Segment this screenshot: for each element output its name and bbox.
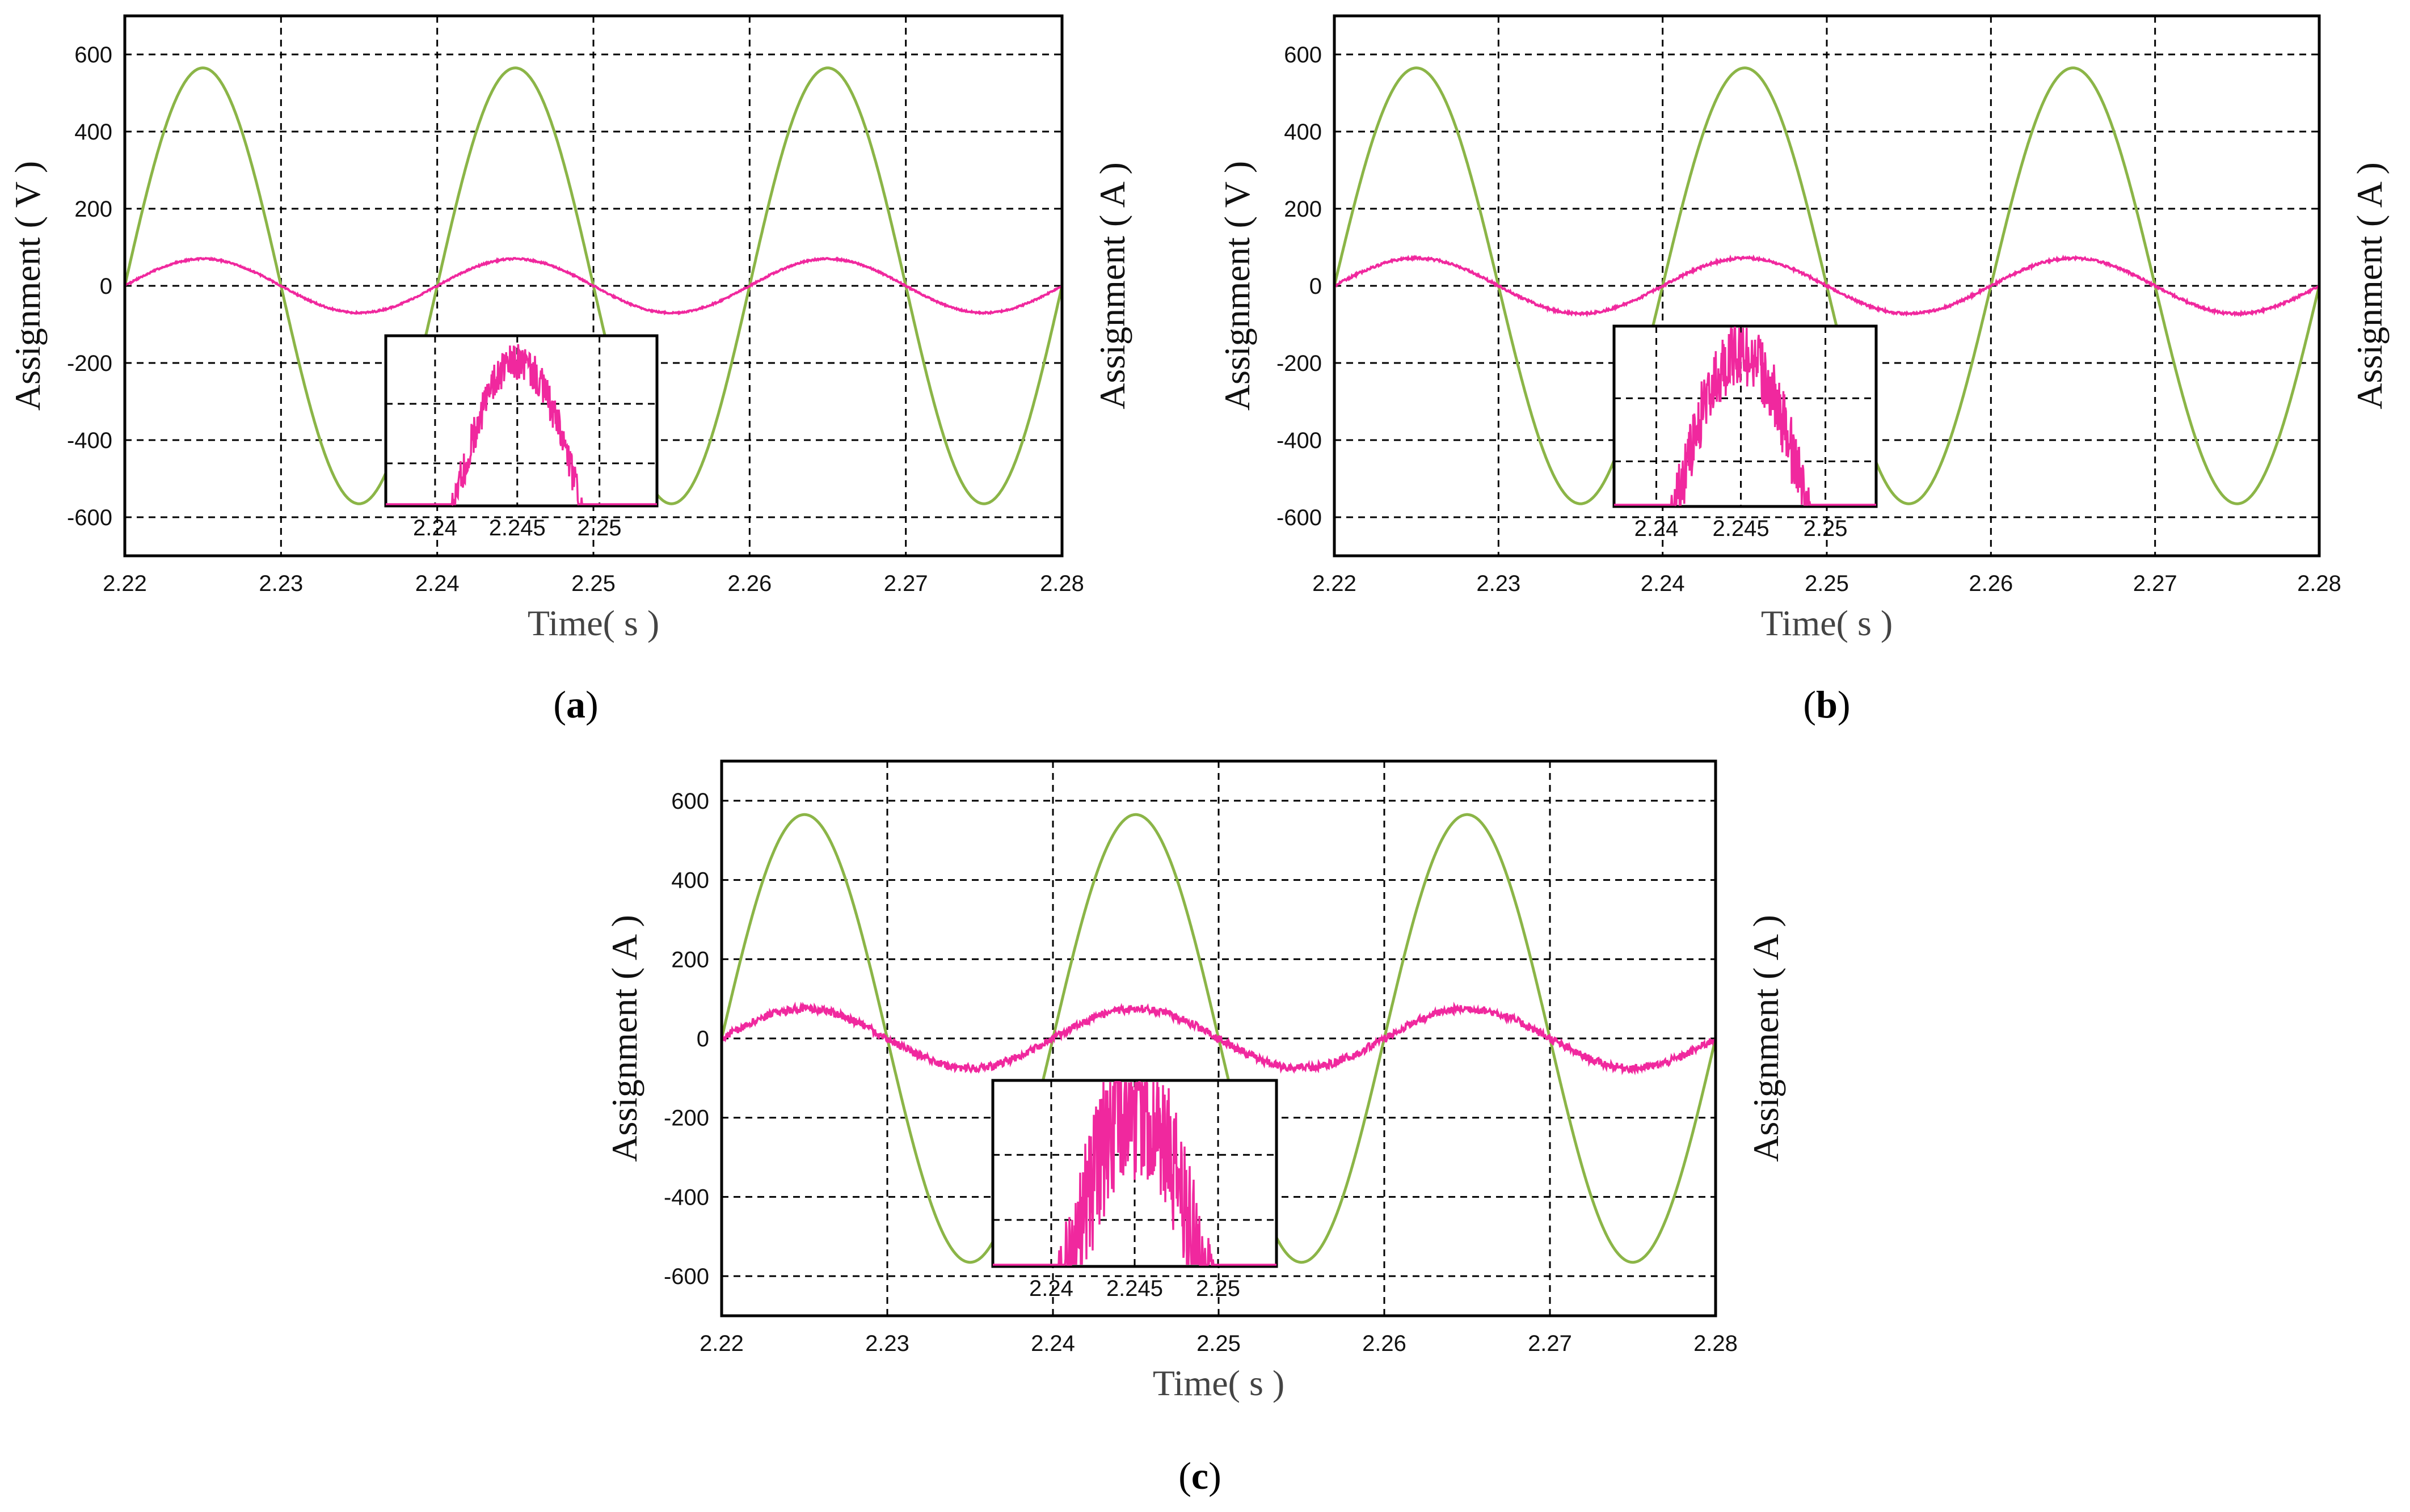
inset-current-line [993,1081,1276,1266]
x-tick-label: 2.26 [727,571,772,596]
inset-tick-label: 2.25 [1804,516,1848,541]
y-tick-label: -200 [664,1106,709,1131]
chart-panel-b: 2.24 2.245 2.25 2.22 2.23 2.24 2.25 2.26 2.27 2.2… [1217,14,2390,726]
y-axis-label-right: Assignment ( A ) [1092,162,1132,409]
x-tick-label: 2.27 [2133,571,2177,596]
x-tick-label: 2.27 [884,571,928,596]
y-tick-label: 0 [100,274,112,299]
current-series-line [124,256,1063,316]
inset-current-line [1614,327,1876,506]
x-tick-label: 2.27 [1528,1331,1572,1356]
inset-tick-label: 2.245 [1712,516,1769,541]
inset-tick-label: 2.25 [1196,1276,1240,1301]
zoom-inset: 2.24 2.245 2.25 [991,1079,1278,1301]
y-tick-label: 400 [671,868,709,893]
x-tick-label: 2.25 [571,571,616,596]
y-axis-label-left: Assignment ( V ) [1217,161,1257,411]
y-tick-label: -400 [67,428,112,453]
x-tick-label: 2.24 [1641,571,1685,596]
y-tick-label: 600 [74,43,112,67]
chart-panel-a: 2.24 2.245 2.25 2.22 2.23 2.24 2.25 2.26 2.27 2.2… [7,14,1132,726]
x-tick-label: 2.28 [1040,571,1084,596]
x-tick-label: 2.25 [1196,1331,1241,1356]
y-tick-label: -200 [67,351,112,376]
inset-tick-label: 2.24 [413,516,457,540]
y-tick-label: -600 [67,505,112,530]
x-tick-label: 2.23 [259,571,303,596]
inset-current-line [386,344,657,506]
x-tick-label: 2.25 [1805,571,1849,596]
x-axis-label: Time( s ) [528,603,659,643]
x-tick-label: 2.22 [700,1331,744,1356]
y-tick-label: -600 [1276,505,1322,530]
plot-frame [720,759,1717,1317]
x-tick-label: 2.22 [1312,571,1356,596]
inset-tick-label: 2.25 [578,516,622,540]
x-tick-label: 2.23 [865,1331,909,1356]
y-axis-label-right: Assignment ( A ) [2349,162,2390,409]
x-tick-label: 2.28 [1693,1331,1738,1356]
current-series-line [721,1001,1717,1076]
y-tick-label: -400 [1276,428,1322,453]
x-tick-label: 2.24 [415,571,460,596]
zoom-inset: 2.24 2.245 2.25 [1612,324,1878,541]
inset-tick-label: 2.24 [1029,1276,1073,1301]
x-tick-label: 2.26 [1969,571,2013,596]
chart-panel-c: 2.24 2.245 2.25 2.22 2.23 2.24 2.25 2.26 2.27 2.2… [604,759,1786,1497]
y-axis-label-left: Assignment ( A ) [604,915,644,1162]
y-tick-label: -200 [1276,351,1322,376]
y-tick-label: 200 [74,197,112,222]
x-axis-label: Time( s ) [1761,603,1893,643]
inset-tick-label: 2.24 [1634,516,1679,541]
y-axis-label-left: Assignment ( V ) [7,161,48,411]
x-tick-label: 2.24 [1031,1331,1075,1356]
x-tick-label: 2.28 [2297,571,2341,596]
y-axis-label-right: Assignment ( A ) [1746,915,1786,1162]
inset-tick-label: 2.245 [489,516,546,540]
current-series-line [1334,254,2320,318]
x-tick-label: 2.26 [1362,1331,1406,1356]
y-tick-label: 200 [671,947,709,972]
y-tick-label: 0 [1309,274,1322,299]
panel-label: (b) [1803,683,1850,726]
x-tick-label: 2.22 [103,571,147,596]
y-tick-label: 0 [697,1027,709,1051]
panel-label: (c) [1178,1454,1221,1497]
zoom-inset: 2.24 2.245 2.25 [384,334,659,540]
y-tick-label: 600 [1284,43,1322,67]
y-tick-label: 400 [74,120,112,145]
y-tick-label: 600 [671,789,709,814]
panel-label: (a) [553,683,598,726]
y-tick-label: -400 [664,1185,709,1210]
x-axis-label: Time( s ) [1153,1363,1284,1403]
inset-tick-label: 2.245 [1106,1276,1163,1301]
plot-frame [123,14,1064,558]
y-tick-label: 200 [1284,197,1322,222]
y-tick-label: 400 [1284,120,1322,145]
y-tick-label: -600 [664,1264,709,1289]
plot-frame [1333,14,2321,558]
x-tick-label: 2.23 [1476,571,1520,596]
